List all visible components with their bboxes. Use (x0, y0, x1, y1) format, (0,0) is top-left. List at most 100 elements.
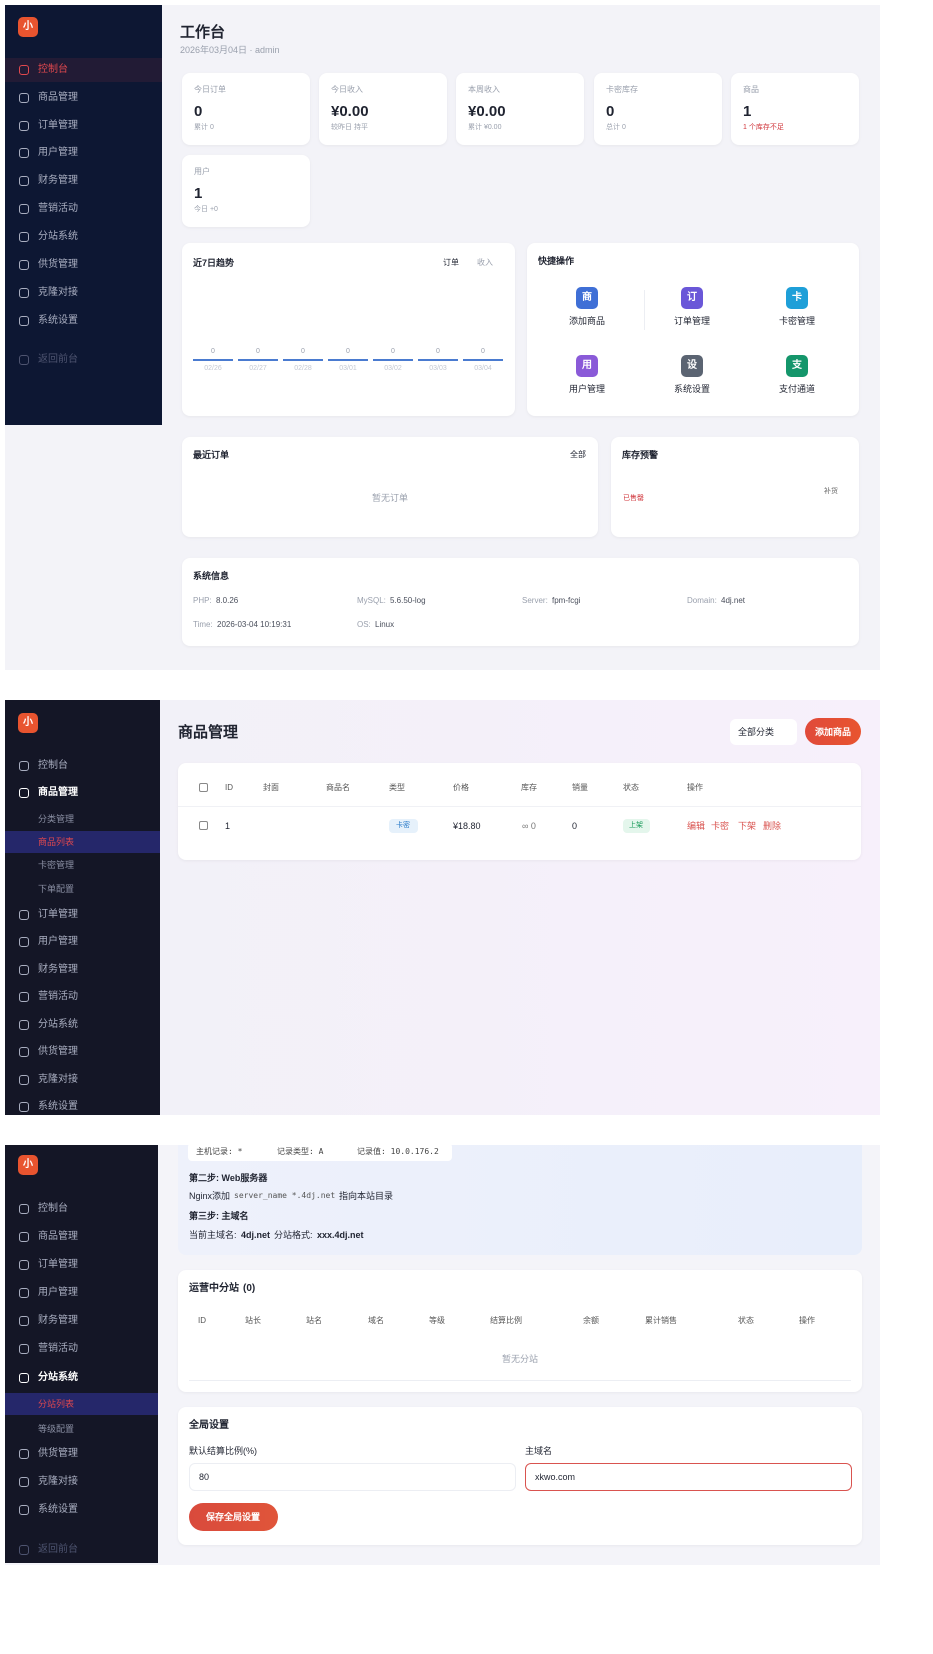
card-title: 最近订单 (193, 449, 230, 460)
guide-text: 当前主域名: (189, 1229, 237, 1240)
menu-item[interactable]: 供货管理 (38, 1046, 78, 1057)
column-header: 状态 (738, 1316, 754, 1326)
menu-item[interactable]: 系统设置 (38, 315, 78, 326)
action-icon-text: 用 (582, 360, 592, 371)
menu-icon (19, 1020, 29, 1030)
guide-code: server_name *.4dj.net (234, 1191, 336, 1201)
stat-note: 总计 0 (606, 124, 626, 132)
menu-item[interactable]: 用户管理 (38, 147, 78, 158)
action-icon-text: 订 (687, 292, 697, 303)
menu-item[interactable]: 等级配置 (38, 1423, 75, 1434)
table-card (178, 763, 861, 860)
menu-item[interactable]: 商品管理 (38, 787, 78, 798)
column-header: ID (225, 783, 233, 793)
save-button[interactable] (189, 1503, 278, 1531)
menu-item[interactable]: 下单配置 (38, 883, 75, 894)
menu-icon (19, 176, 29, 186)
action-icon[interactable] (786, 287, 808, 309)
action-label[interactable]: 系统设置 (673, 383, 711, 394)
menu-item[interactable]: 营销活动 (38, 1343, 78, 1354)
menu-icon (19, 1204, 29, 1214)
trend-bar (373, 359, 413, 361)
menu-item[interactable]: 商品管理 (38, 92, 78, 103)
menu-icon (19, 965, 29, 975)
menu-item[interactable]: 系统设置 (38, 1101, 78, 1112)
action-icon[interactable] (576, 355, 598, 377)
menu-item[interactable]: 财务管理 (38, 175, 78, 186)
trend-bar (193, 359, 233, 361)
action-label[interactable]: 卡密管理 (778, 315, 816, 326)
menu-item[interactable]: 返回前台 (38, 1544, 78, 1555)
menu-item[interactable]: 克隆对接 (38, 287, 78, 298)
column-header: 站名 (306, 1316, 322, 1326)
cell: ¥18.80 (453, 820, 481, 831)
page-title: 商品管理 (178, 723, 239, 741)
page-subtitle: 2026年03月04日 · admin (180, 44, 280, 55)
menu-item[interactable]: 控制台 (38, 760, 68, 771)
info-label: Domain: (687, 596, 717, 606)
menu-item[interactable]: 系统设置 (38, 1504, 78, 1515)
menu-item[interactable]: 分类管理 (38, 813, 75, 824)
menu-item[interactable]: 用户管理 (38, 936, 78, 947)
menu-item[interactable]: 财务管理 (38, 964, 78, 975)
row-action[interactable]: 下架 (738, 820, 757, 831)
menu-icon (19, 937, 29, 947)
trend-tab[interactable]: 订单 (443, 258, 459, 268)
trend-card (182, 243, 515, 416)
action-label[interactable]: 用户管理 (568, 383, 606, 394)
card-title: 系统信息 (193, 570, 230, 581)
menu-icon (19, 1477, 29, 1487)
menu-item[interactable]: 财务管理 (38, 1315, 78, 1326)
menu-item[interactable]: 控制台 (38, 1203, 68, 1214)
action-label[interactable]: 支付通道 (778, 383, 816, 394)
menu-item[interactable]: 卡密管理 (38, 859, 75, 870)
text-input[interactable] (525, 1463, 852, 1491)
link[interactable]: 全部 (570, 450, 586, 460)
action-icon[interactable] (786, 355, 808, 377)
logo-text: 小 (23, 717, 33, 728)
row-action[interactable]: 编辑 (687, 820, 706, 831)
action-icon[interactable] (681, 355, 703, 377)
menu-item[interactable]: 返回前台 (38, 354, 78, 365)
menu-item[interactable]: 分站系统 (38, 1019, 78, 1030)
menu-item[interactable]: 控制台 (38, 64, 68, 75)
action-label[interactable]: 订单管理 (673, 315, 711, 326)
add-button[interactable] (805, 718, 861, 745)
row-action[interactable]: 删除 (763, 820, 782, 831)
menu-item[interactable]: 用户管理 (38, 1287, 78, 1298)
checkbox[interactable] (199, 821, 208, 830)
menu-item[interactable]: 供货管理 (38, 259, 78, 270)
menu-item[interactable]: 营销活动 (38, 991, 78, 1002)
card-title: 运营中分站 (189, 1283, 239, 1294)
menu-item[interactable]: 订单管理 (38, 1259, 78, 1270)
menu-item[interactable]: 分站系统 (38, 1372, 78, 1383)
checkbox[interactable] (199, 783, 208, 792)
menu-icon (19, 1545, 29, 1555)
stock-action[interactable]: 补货 (824, 488, 838, 496)
action-icon-text: 商 (582, 292, 592, 303)
add-button-text: 添加商品 (814, 726, 852, 737)
menu-item[interactable]: 营销活动 (38, 203, 78, 214)
row-action[interactable]: 卡密 (711, 820, 730, 831)
menu-item[interactable]: 分站列表 (38, 1398, 75, 1409)
text-input[interactable] (189, 1463, 516, 1491)
trend-bar (283, 359, 323, 361)
logo-badge (18, 713, 38, 733)
action-label[interactable]: 添加商品 (568, 315, 606, 326)
guide-text: xxx.4dj.net (317, 1229, 364, 1240)
active-row (5, 831, 160, 853)
menu-item[interactable]: 商品管理 (38, 1231, 78, 1242)
menu-item[interactable]: 供货管理 (38, 1448, 78, 1459)
action-icon[interactable] (576, 287, 598, 309)
trend-tab[interactable]: 收入 (477, 258, 493, 268)
menu-item[interactable]: 克隆对接 (38, 1074, 78, 1085)
menu-item[interactable]: 订单管理 (38, 120, 78, 131)
menu-item[interactable]: 克隆对接 (38, 1476, 78, 1487)
type-tag-text: 卡密 (396, 822, 410, 830)
menu-item[interactable]: 商品列表 (38, 836, 75, 847)
action-icon[interactable] (681, 287, 703, 309)
menu-item[interactable]: 订单管理 (38, 909, 78, 920)
menu-icon (19, 910, 29, 920)
filter-select[interactable] (730, 719, 797, 745)
menu-item[interactable]: 分站系统 (38, 231, 78, 242)
